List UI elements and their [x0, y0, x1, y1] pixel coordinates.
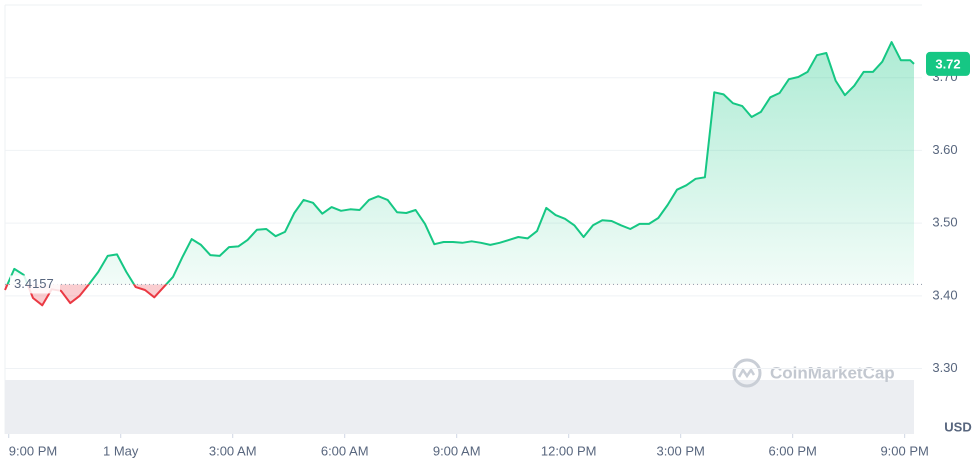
x-tick-label: 3:00 PM — [656, 443, 704, 458]
price-line-up — [6, 41, 915, 285]
x-tick-label: 9:00 AM — [433, 443, 481, 458]
watermark-logo — [732, 358, 762, 388]
x-tick-label: 6:00 AM — [321, 443, 369, 458]
x-tick-label: 9:00 PM — [9, 443, 57, 458]
price-line-down — [4, 284, 168, 307]
watermark-logo-mark — [737, 367, 756, 379]
baseline-label: 3.4157 — [14, 276, 54, 291]
baseline-label-bg — [10, 275, 60, 294]
price-tag — [926, 51, 970, 76]
x-tick-label: 12:00 PM — [541, 443, 597, 458]
x-tick-label: 3:00 AM — [209, 443, 257, 458]
y-tick-label: 3.60 — [932, 142, 957, 157]
y-tick-label: 3.50 — [932, 215, 957, 230]
x-tick-label: 9:00 PM — [880, 443, 928, 458]
y-tick-label: 3.40 — [932, 287, 957, 302]
x-tick-label: 6:00 PM — [768, 443, 816, 458]
watermark-text: CoinMarketCap — [770, 363, 895, 382]
price-tag-label: 3.72 — [935, 56, 960, 71]
y-tick-label: 3.30 — [932, 360, 957, 375]
x-tick-label: 1 May — [103, 443, 139, 458]
volume-band — [5, 380, 914, 434]
y-unit: USD — [944, 419, 971, 434]
watermark: CoinMarketCap — [732, 358, 895, 388]
area-up — [7, 42, 914, 285]
